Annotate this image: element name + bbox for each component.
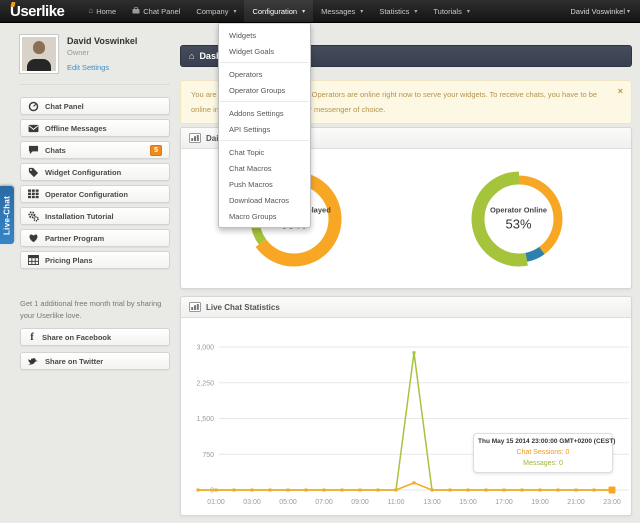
svg-text:15:00: 15:00: [459, 499, 477, 506]
table-icon: [28, 255, 39, 265]
donut-chart: [467, 167, 571, 271]
nav-item-chat-panel[interactable]: Chat Panel: [124, 0, 188, 22]
stats-panel-header: Live Chat Statistics: [181, 297, 631, 318]
avatar: [20, 35, 58, 73]
dropdown-divider: [220, 62, 309, 63]
dropdown-item-chat-macros[interactable]: Chat Macros: [219, 160, 310, 176]
divider: [20, 84, 170, 85]
dropdown-item-api-settings[interactable]: API Settings: [219, 121, 310, 137]
gauge-icon: [28, 101, 39, 112]
svg-text:13:00: 13:00: [423, 499, 441, 506]
main-nav: ⌂ Home Chat Panel Company Configuration …: [80, 0, 477, 22]
nav-item-company[interactable]: Company: [188, 0, 244, 22]
svg-text:3,000: 3,000: [196, 345, 214, 352]
svg-text:03:00: 03:00: [243, 499, 261, 506]
briefcase-icon: [132, 7, 140, 16]
user-menu[interactable]: David Voswinkel: [570, 7, 630, 16]
heart-icon: [28, 233, 39, 243]
dropdown-divider: [220, 140, 309, 141]
svg-text:05:00: 05:00: [279, 499, 297, 506]
svg-text:21:00: 21:00: [567, 499, 585, 506]
svg-text:11:00: 11:00: [388, 499, 405, 506]
facebook-icon: f: [28, 332, 36, 343]
logo-text: Userlike: [10, 3, 64, 20]
nav-item-messages[interactable]: Messages: [313, 0, 371, 22]
edit-settings-link[interactable]: Edit Settings: [67, 63, 109, 72]
dropdown-item-macro-groups[interactable]: Macro Groups: [219, 208, 310, 224]
sidebar-item-offline-messages[interactable]: Offline Messages 0: [20, 119, 170, 137]
profile-card: David Voswinkel Owner Edit Settings: [20, 35, 170, 75]
cogs-icon: [28, 211, 39, 222]
nav-item-statistics[interactable]: Statistics: [371, 0, 425, 22]
tooltip-timestamp: Thu May 15 2014 23:00:00 GMT+0200 (CEST): [478, 438, 608, 445]
dropdown-item-addons-settings[interactable]: Addons Settings: [219, 105, 310, 121]
configuration-dropdown: Widgets Widget Goals Operators Operator …: [218, 23, 311, 228]
sidebar-item-operator-configuration[interactable]: Operator Configuration: [20, 185, 170, 203]
grid-icon: [28, 189, 39, 199]
tooltip-messages: Messages: 0: [478, 460, 608, 467]
dropdown-item-operators[interactable]: Operators: [219, 66, 310, 82]
nav-item-tutorials[interactable]: Tutorials: [425, 0, 478, 22]
svg-text:2,250: 2,250: [196, 380, 214, 387]
svg-text:17:00: 17:00: [495, 499, 513, 506]
dropdown-item-widgets[interactable]: Widgets: [219, 27, 310, 43]
close-icon[interactable]: ×: [618, 86, 623, 96]
dropdown-item-chat-topic[interactable]: Chat Topic: [219, 144, 310, 160]
sidebar-item-widget-configuration[interactable]: Widget Configuration: [20, 163, 170, 181]
sidebar-item-pricing-plans[interactable]: Pricing Plans: [20, 251, 170, 269]
nav-item-configuration[interactable]: Configuration: [244, 0, 313, 22]
sidebar-item-chat-panel[interactable]: Chat Panel: [20, 97, 170, 115]
sidebar-item-installation-tutorial[interactable]: Installation Tutorial: [20, 207, 170, 225]
stats-panel-body: 0 750 1,500 2,250 3,000 01:00 03:00 05:00 07:00 0…: [181, 318, 631, 515]
svg-text:750: 750: [202, 452, 214, 459]
donut-operator-online: Operator Online 53%: [434, 160, 604, 278]
userlike-logo[interactable]: Userlike: [10, 0, 64, 23]
svg-text:1,500: 1,500: [196, 416, 214, 423]
nav-item-home[interactable]: ⌂ Home: [80, 0, 124, 22]
stats-panel-title: Live Chat Statistics: [206, 303, 280, 312]
envelope-icon: [28, 124, 39, 133]
profile-name: David Voswinkel: [67, 36, 137, 46]
tooltip-chat-sessions: Chat Sessions: 0: [478, 449, 608, 456]
share-twitter-button[interactable]: Share on Twitter: [20, 352, 170, 370]
svg-text:19:00: 19:00: [531, 499, 549, 506]
tag-icon: [28, 167, 39, 178]
referral-text: Get 1 additional free month trial by sha…: [20, 298, 170, 322]
line-chart[interactable]: 0 750 1,500 2,250 3,000 01:00 03:00 05:00 07:00 0…: [181, 318, 631, 514]
twitter-icon: [28, 357, 39, 366]
svg-text:01:00: 01:00: [207, 499, 225, 506]
bar-chart-icon: [189, 302, 201, 312]
dropdown-item-operator-groups[interactable]: Operator Groups: [219, 82, 310, 98]
svg-text:07:00: 07:00: [315, 499, 333, 506]
dropdown-item-widget-goals[interactable]: Widget Goals: [219, 43, 310, 59]
share-facebook-button[interactable]: f Share on Facebook: [20, 328, 170, 346]
live-chat-tab[interactable]: Live-Chat: [0, 186, 14, 244]
dropdown-item-push-macros[interactable]: Push Macros: [219, 176, 310, 192]
live-chat-statistics-panel: Live Chat Statistics 0 750 1,500 2,250 3,000…: [180, 296, 632, 516]
profile-role: Owner: [67, 48, 137, 57]
home-icon: ⌂: [189, 51, 194, 61]
home-icon: ⌂: [88, 7, 93, 15]
chart-tooltip: Thu May 15 2014 23:00:00 GMT+0200 (CEST)…: [473, 433, 613, 473]
svg-text:09:00: 09:00: [351, 499, 369, 506]
svg-text:23:00: 23:00: [603, 499, 621, 506]
dropdown-item-download-macros[interactable]: Download Macros: [219, 192, 310, 208]
sidebar: David Voswinkel Owner Edit Settings Chat…: [20, 35, 170, 374]
bar-chart-icon: [189, 133, 201, 143]
chat-bubble-icon: [28, 145, 39, 155]
dropdown-divider: [220, 101, 309, 102]
chats-badge: 5: [150, 145, 162, 156]
sidebar-item-partner-program[interactable]: Partner Program: [20, 229, 170, 247]
sidebar-item-chats[interactable]: Chats 5: [20, 141, 170, 159]
top-navbar: Userlike ⌂ Home Chat Panel Company Confi…: [0, 0, 640, 23]
svg-text:0: 0: [210, 488, 214, 495]
